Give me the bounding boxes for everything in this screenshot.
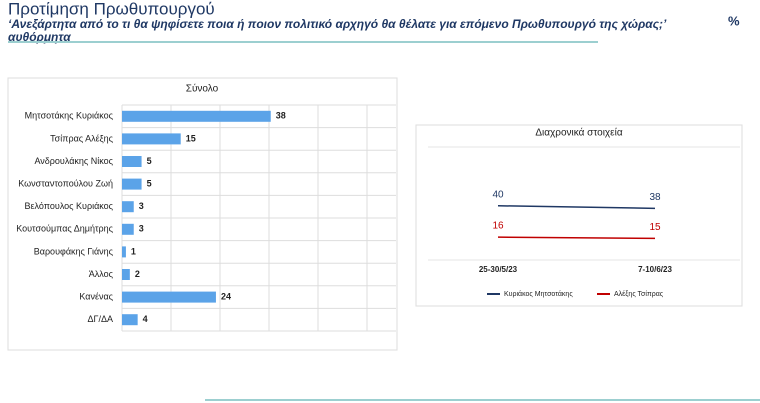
bar	[122, 291, 216, 303]
category-label: Βελόπουλος Κυριάκος	[25, 201, 114, 211]
bar	[122, 269, 130, 280]
subtitle-box: ‘Ανεξάρτητα από το τι θα ψηφίσετε ποια ή…	[8, 18, 666, 44]
x-tick-label: 25-30/5/23	[479, 265, 518, 274]
bar	[122, 314, 138, 326]
bar	[122, 133, 181, 145]
bar	[122, 223, 134, 235]
value-label: 5	[147, 178, 152, 188]
bar	[122, 246, 126, 258]
line-series	[497, 205, 656, 210]
bar	[122, 178, 142, 190]
slide-title: Προτίμηση Πρωθυπουργού	[8, 0, 215, 18]
legend-label: Κυριάκος Μητσοτάκης	[504, 290, 573, 298]
value-label: 40	[492, 189, 504, 200]
bar-chart-frame	[7, 77, 398, 351]
value-label: 3	[139, 224, 144, 234]
category-label: Βαρουφάκης Γιάνης	[34, 246, 114, 256]
category-label: Κουτσούμπας Δημήτρης	[16, 224, 113, 234]
category-label: ΔΓ/ΔΑ	[88, 314, 113, 324]
unit-label: %	[728, 13, 740, 28]
line-series	[497, 236, 656, 240]
value-label: 2	[135, 269, 140, 279]
category-label: Μητσοτάκης Κυριάκος	[25, 111, 114, 121]
value-label: 4	[143, 314, 148, 324]
category-label: Κωνσταντοπούλου Ζωή	[18, 178, 113, 188]
value-label: 15	[186, 133, 196, 143]
bar	[122, 156, 142, 167]
chart-title: Σύνολο	[186, 83, 219, 95]
category-label: Τσίπρας Αλέξης	[50, 133, 113, 143]
category-label: Κανένας	[79, 291, 113, 301]
value-label: 16	[492, 221, 504, 232]
legend-label: Αλέξης Τσίπρας	[614, 290, 664, 298]
line-chart-frame	[415, 124, 743, 307]
category-label: Ανδρουλάκης Νίκος	[34, 156, 113, 166]
chart-title: Διαχρονικά στοιχεία	[535, 127, 623, 139]
bar	[122, 110, 271, 122]
bar	[122, 201, 134, 213]
value-label: 24	[221, 291, 231, 301]
value-label: 5	[147, 156, 152, 166]
slide-subtitle: ‘Ανεξάρτητα από το τι θα ψηφίσετε ποια ή…	[8, 18, 666, 44]
value-label: 38	[649, 192, 661, 203]
value-label: 15	[649, 222, 661, 233]
category-label: Άλλος	[89, 269, 114, 279]
x-tick-label: 7-10/6/23	[638, 265, 672, 274]
value-label: 38	[276, 111, 286, 121]
value-label: 3	[139, 201, 144, 211]
value-label: 1	[131, 246, 136, 256]
